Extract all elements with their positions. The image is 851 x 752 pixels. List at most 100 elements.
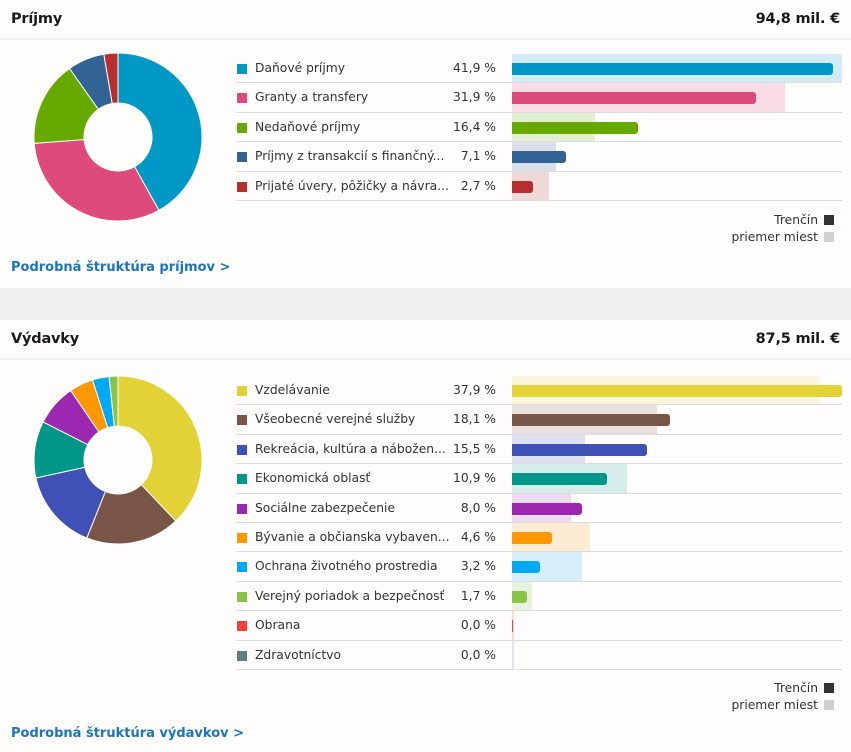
legend-city: Trenčín: [731, 212, 834, 229]
donut-slice: [86, 483, 177, 545]
category-label: Prijaté úvery, pôžičky a návra...: [255, 178, 449, 193]
legend-city-swatch: [824, 683, 834, 693]
income-section: Príjmy 94,8 mil. € Daňové príjmy 41,9 % Gr…: [0, 0, 851, 288]
donut-slice: [103, 52, 119, 105]
category-label: Všeobecné verejné služby: [255, 412, 416, 427]
category-percent: 16,4 %: [453, 119, 496, 134]
legend-city: Trenčín: [731, 680, 834, 697]
legend-average: priemer miest: [731, 697, 834, 714]
category-label: Ochrana životného prostredia: [255, 559, 438, 574]
category-percent: 4,6 %: [460, 529, 496, 544]
category-percent: 37,9 %: [453, 383, 496, 397]
category-percent: 0,0 %: [460, 647, 496, 662]
expense-title: Výdavky: [11, 331, 79, 347]
category-swatch: [237, 152, 247, 163]
table-row: Prijaté úvery, pôžičky a návra... 2,7 %: [236, 171, 842, 201]
donut-slice: [33, 139, 160, 222]
category-percent: 3,2 %: [460, 559, 496, 574]
table-row: Rekreácia, kultúra a nábožen... 15,5 %: [236, 434, 842, 465]
income-detail-link[interactable]: Podrobná štruktúra príjmov >: [11, 260, 231, 275]
value-bar: [512, 385, 842, 397]
bar-track: [512, 171, 842, 200]
value-bar: [512, 502, 582, 515]
bar-track: [512, 464, 842, 493]
expense-detail-link[interactable]: Podrobná štruktúra výdavkov >: [11, 726, 245, 741]
income-title: Príjmy: [11, 11, 63, 27]
income-header: Príjmy 94,8 mil. €: [0, 0, 851, 40]
category-percent: 41,9 %: [453, 61, 496, 75]
category-label: Obrana: [255, 618, 301, 633]
category-percent: 1,7 %: [460, 588, 496, 603]
category-label: Sociálne zabezpečenie: [255, 500, 396, 515]
category-swatch: [237, 122, 247, 133]
category-swatch: [237, 415, 247, 426]
average-bar: [512, 640, 514, 669]
bar-track: [512, 54, 842, 83]
category-label: Ekonomická oblasť: [255, 471, 371, 486]
value-bar: [512, 180, 533, 193]
category-swatch: [237, 386, 247, 396]
category-percent: 31,9 %: [453, 90, 496, 105]
category-swatch: [237, 503, 247, 514]
bar-track: [512, 112, 842, 142]
income-legend: Trenčín priemer miest: [731, 212, 834, 246]
bar-track: [512, 405, 842, 434]
bar-track: [512, 83, 842, 112]
value-bar: [512, 531, 553, 544]
category-swatch: [237, 181, 247, 192]
table-row: Ekonomická oblasť 10,9 %: [236, 464, 842, 494]
bar-track: [512, 552, 842, 581]
category-percent: 18,1 %: [453, 412, 496, 427]
category-swatch: [237, 93, 247, 104]
expense-legend: Trenčín priemer miest: [731, 680, 834, 714]
category-percent: 15,5 %: [453, 441, 496, 456]
table-row: Granty a transfery 31,9 %: [236, 83, 842, 113]
donut-slice: [108, 375, 119, 427]
category-percent: 7,1 %: [460, 149, 496, 164]
table-row: Bývanie a občianska vybaven... 4,6 %: [236, 522, 842, 553]
category-percent: 8,0 %: [460, 500, 496, 515]
category-label: Príjmy z transakcií s finančný...: [255, 149, 445, 164]
legend-city-swatch: [824, 215, 834, 225]
table-row: Všeobecné verejné služby 18,1 %: [236, 405, 842, 435]
value-bar: [512, 590, 527, 603]
category-swatch: [237, 562, 247, 573]
category-swatch: [237, 650, 247, 661]
legend-average-swatch: [824, 700, 834, 710]
expense-header: Výdavky 87,5 mil. €: [0, 320, 851, 360]
category-percent: 0,0 %: [460, 618, 496, 633]
category-label: Granty a transfery: [255, 90, 369, 105]
table-row: Ochrana životného prostredia 3,2 %: [236, 552, 842, 582]
section-divider: [0, 288, 851, 320]
legend-average-swatch: [824, 232, 834, 242]
category-percent: 10,9 %: [453, 471, 496, 486]
bar-track: [512, 640, 842, 669]
expense-section: Výdavky 87,5 mil. € Vzdelávanie 37,9 % Vše…: [0, 320, 851, 752]
bar-track: [512, 376, 842, 405]
value-bar: [512, 561, 540, 574]
category-swatch: [237, 621, 247, 632]
donut-slice: [117, 375, 203, 522]
category-swatch: [237, 474, 247, 485]
category-swatch: [237, 532, 247, 543]
table-row: Obrana 0,0 %: [236, 611, 842, 641]
donut-slice: [117, 52, 203, 212]
value-bar: [512, 414, 670, 427]
table-row: Nedaňové príjmy 16,4 %: [236, 112, 842, 143]
table-row: Verejný poriadok a bezpečnosť 1,7 %: [236, 581, 842, 612]
average-bar: [512, 611, 514, 640]
category-swatch: [237, 591, 247, 602]
value-bar: [512, 92, 757, 105]
value-bar: [512, 443, 647, 456]
table-row: Vzdelávanie 37,9 %: [236, 376, 842, 406]
legend-average: priemer miest: [731, 229, 834, 246]
category-label: Nedaňové príjmy: [255, 119, 361, 134]
value-bar: [512, 63, 833, 75]
expense-breakdown-table: Vzdelávanie 37,9 % Všeobecné verejné služb…: [236, 376, 842, 670]
bar-track: [512, 142, 842, 171]
value-bar: [512, 151, 567, 164]
category-percent: 2,7 %: [460, 178, 496, 193]
category-label: Zdravotníctvo: [255, 647, 342, 662]
bar-track: [512, 434, 842, 464]
category-swatch: [237, 444, 247, 455]
